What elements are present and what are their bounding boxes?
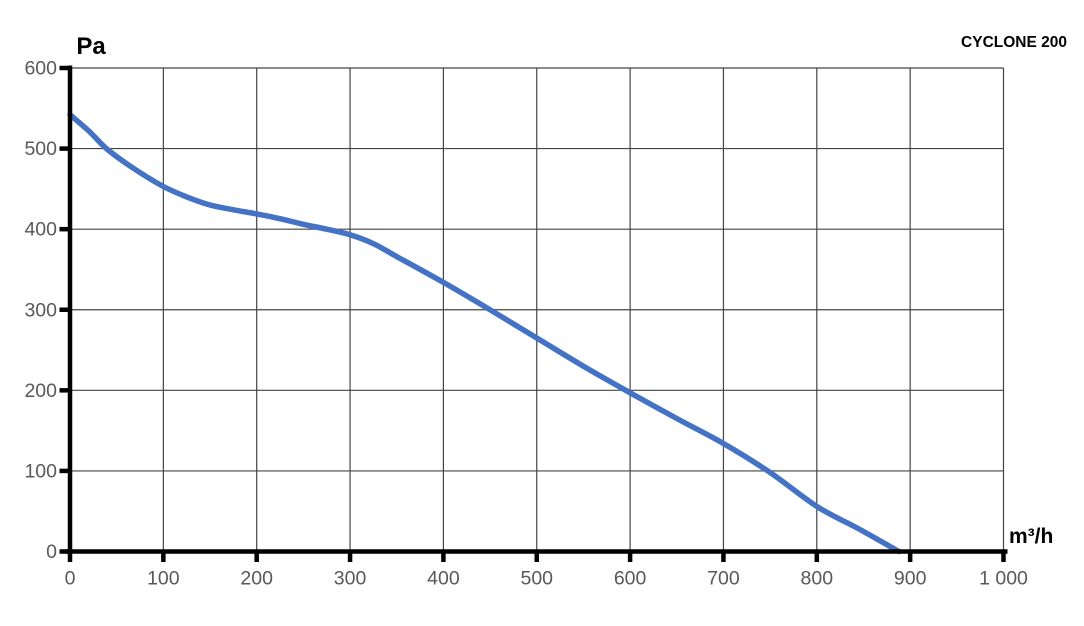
y-tick-label: 100 <box>24 460 57 482</box>
x-tick-label: 100 <box>147 568 180 590</box>
axis-tick-marks <box>59 65 1006 562</box>
x-tick-label: 1 000 <box>979 568 1028 590</box>
x-tick-label: 800 <box>801 568 834 590</box>
gridlines <box>69 67 1005 553</box>
y-tick-label: 500 <box>24 138 57 160</box>
y-tick-label: 600 <box>24 58 57 80</box>
pressure-curve-path <box>67 111 902 555</box>
x-tick-label: 500 <box>520 568 553 590</box>
y-tick-label: 0 <box>46 541 57 563</box>
x-tick-label: 400 <box>427 568 460 590</box>
x-tick-label: 900 <box>894 568 927 590</box>
pressure-curve <box>67 111 902 555</box>
axis-tick-labels: 0 100 200 300 400 500 600 0 100 200 300 400 500 600 70… <box>24 58 1028 590</box>
y-tick-label: 400 <box>24 219 57 241</box>
x-tick-label: 700 <box>707 568 740 590</box>
y-tick-label: 300 <box>24 299 57 321</box>
x-tick-label: 600 <box>614 568 647 590</box>
x-tick-label: 300 <box>334 568 367 590</box>
x-axis-unit-label: m³/h <box>1009 525 1053 548</box>
x-tick-label: 0 <box>65 568 76 590</box>
chart-title: CYCLONE 200 <box>961 34 1067 51</box>
y-tick-label: 200 <box>24 380 57 402</box>
x-tick-label: 200 <box>240 568 273 590</box>
y-axis-unit-label: Pa <box>76 33 106 60</box>
